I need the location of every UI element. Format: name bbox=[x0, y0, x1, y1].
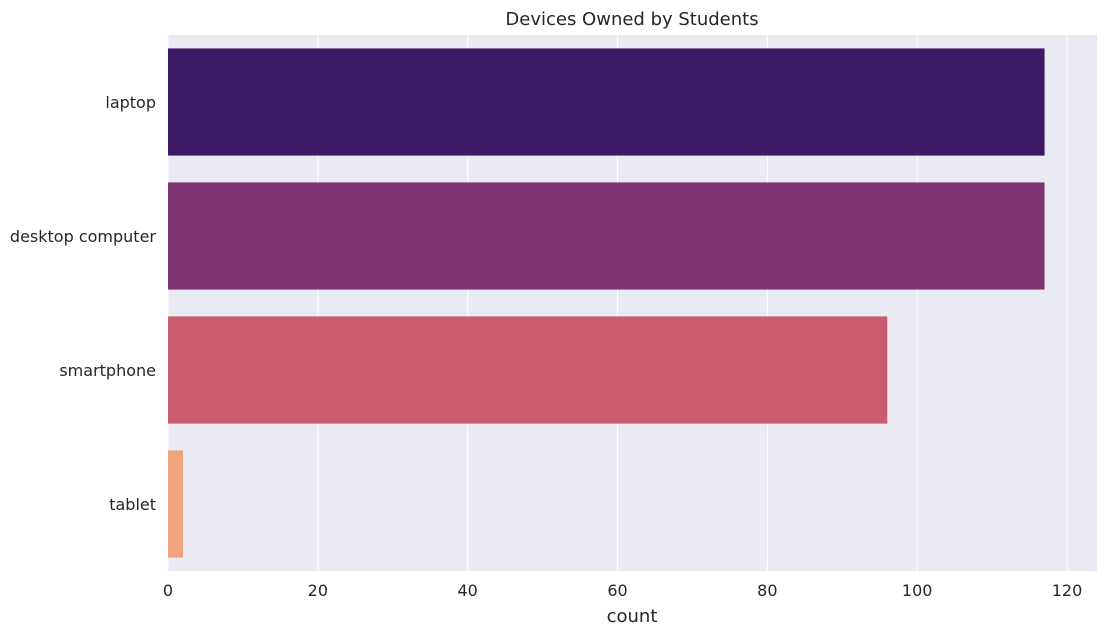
y-tick-label: laptop bbox=[105, 93, 156, 112]
x-tick-label: 60 bbox=[607, 581, 627, 600]
y-axis-tick-labels: laptop desktop computer smartphone tablet bbox=[10, 93, 156, 514]
bar-smartphone bbox=[168, 316, 888, 424]
bar-laptop bbox=[168, 48, 1045, 156]
x-tick-label: 40 bbox=[457, 581, 477, 600]
x-axis-label: count bbox=[607, 606, 658, 627]
y-tick-label: tablet bbox=[109, 495, 156, 514]
y-tick-label: desktop computer bbox=[10, 227, 156, 246]
chart-title: Devices Owned by Students bbox=[505, 9, 758, 30]
x-axis-tick-labels: 0 20 40 60 80 100 120 bbox=[163, 581, 1082, 600]
x-tick-label: 100 bbox=[902, 581, 933, 600]
x-tick-label: 20 bbox=[308, 581, 328, 600]
bar-desktop-computer bbox=[168, 182, 1045, 290]
y-tick-label: smartphone bbox=[59, 361, 156, 380]
bar-tablet bbox=[168, 450, 183, 558]
x-tick-label: 80 bbox=[757, 581, 777, 600]
x-tick-label: 0 bbox=[163, 581, 173, 600]
x-tick-label: 120 bbox=[1052, 581, 1083, 600]
bars bbox=[168, 48, 1045, 558]
